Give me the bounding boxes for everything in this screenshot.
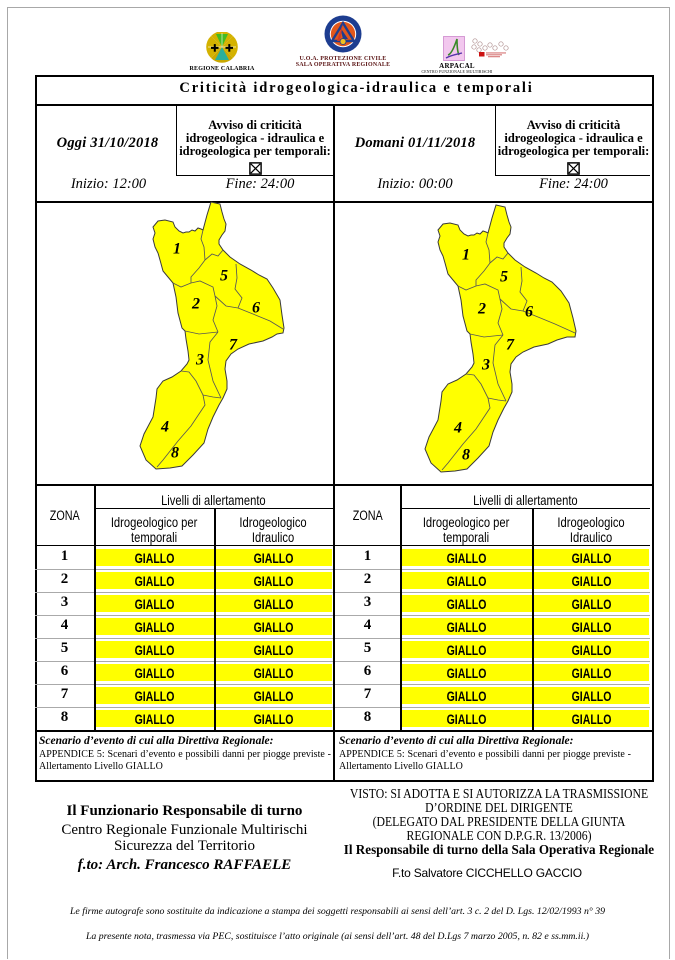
svg-text:1: 1 [173, 241, 181, 258]
svg-text:2: 2 [191, 296, 200, 313]
svg-text:7: 7 [506, 337, 515, 354]
svg-text:2: 2 [477, 301, 486, 318]
svg-text:7: 7 [229, 337, 238, 354]
svg-text:6: 6 [525, 304, 533, 321]
svg-text:5: 5 [220, 268, 228, 285]
svg-text:8: 8 [171, 445, 179, 462]
svg-text:4: 4 [453, 420, 462, 437]
svg-text:1: 1 [462, 247, 470, 264]
svg-text:3: 3 [195, 352, 204, 369]
svg-text:4: 4 [160, 419, 169, 436]
svg-text:8: 8 [462, 447, 470, 464]
svg-text:6: 6 [252, 300, 260, 317]
svg-text:3: 3 [481, 357, 490, 374]
svg-text:5: 5 [500, 269, 508, 286]
